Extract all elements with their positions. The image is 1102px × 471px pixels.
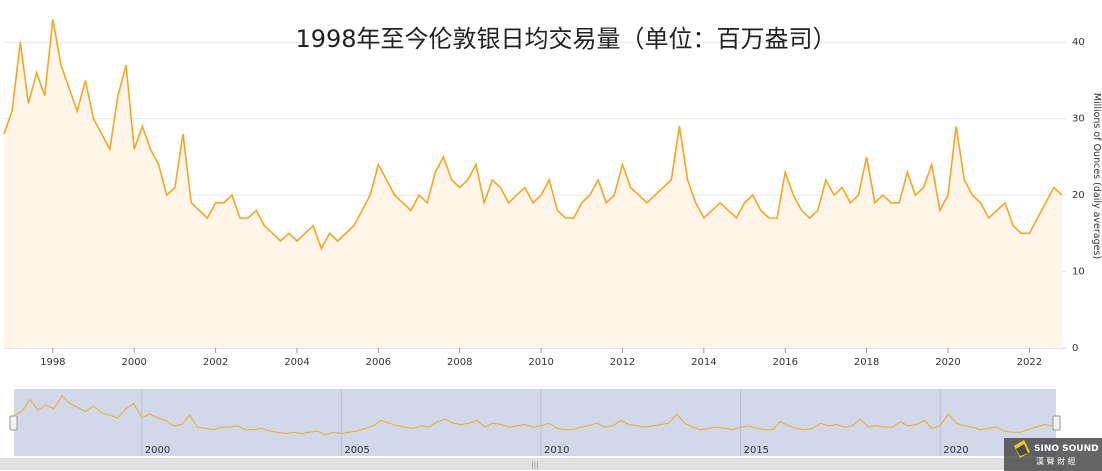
navigator[interactable]: 2000 2005 2010 2015 2020 |||	[0, 389, 1066, 470]
x-tick-label: 2022	[1017, 357, 1042, 368]
x-tick-label: 2018	[854, 357, 879, 368]
navigator-series-line	[13, 394, 1053, 436]
x-axis: 1998 2000 2002 2004 2006 2008 2010 2012 2014 2016…	[40, 348, 1042, 368]
navigator-scrollbar[interactable]	[0, 458, 1066, 470]
series-line	[3, 19, 1063, 251]
x-tick-label: 2010	[528, 357, 553, 368]
y-axis: 0 10 20 30 40	[1072, 37, 1085, 354]
navigator-tick-label: 2010	[544, 445, 569, 456]
x-tick-label: 2002	[203, 357, 228, 368]
y-tick-label: 40	[1072, 37, 1085, 48]
navigator-tick-label: 2000	[145, 445, 170, 456]
navigator-x-axis: 2000 2005 2010 2015 2020	[141, 389, 969, 456]
y-tick-label: 0	[1072, 343, 1078, 354]
x-tick-label: 2000	[121, 357, 146, 368]
navigator-range[interactable]	[14, 389, 1056, 456]
y-tick-label: 30	[1072, 114, 1085, 125]
x-tick-label: 2020	[935, 357, 960, 368]
navigator-right-handle[interactable]	[1052, 415, 1061, 431]
chart-title: 1998年至今伦敦银日均交易量（单位：百万盎司）	[295, 25, 836, 53]
x-tick-label: 2004	[284, 357, 309, 368]
y-axis-label: Millions of Ounces (daily averages)	[1091, 93, 1102, 259]
x-tick-label: 2012	[610, 357, 635, 368]
navigator-tick-label: 2005	[344, 445, 369, 456]
navigator-tick-label: 2015	[744, 445, 769, 456]
watermark-sub: 漢 聲 財 經	[1036, 456, 1076, 466]
y-tick-label: 10	[1072, 267, 1085, 278]
sino-sound-logo: SINO SOUND 漢 聲 財 經	[1004, 438, 1102, 471]
x-tick-label: 1998	[40, 357, 65, 368]
x-tick-label: 2014	[691, 357, 716, 368]
x-tick-label: 2006	[366, 357, 391, 368]
series-area	[4, 19, 1062, 349]
x-tick-label: 2008	[447, 357, 472, 368]
x-tick-label: 2016	[773, 357, 798, 368]
navigator-tick-label: 2020	[943, 445, 968, 456]
scrollbar-grip[interactable]: |||	[531, 461, 538, 469]
watermark-brand: SINO SOUND	[1034, 444, 1099, 454]
navigator-left-handle[interactable]	[9, 415, 18, 431]
y-tick-label: 20	[1072, 190, 1085, 201]
